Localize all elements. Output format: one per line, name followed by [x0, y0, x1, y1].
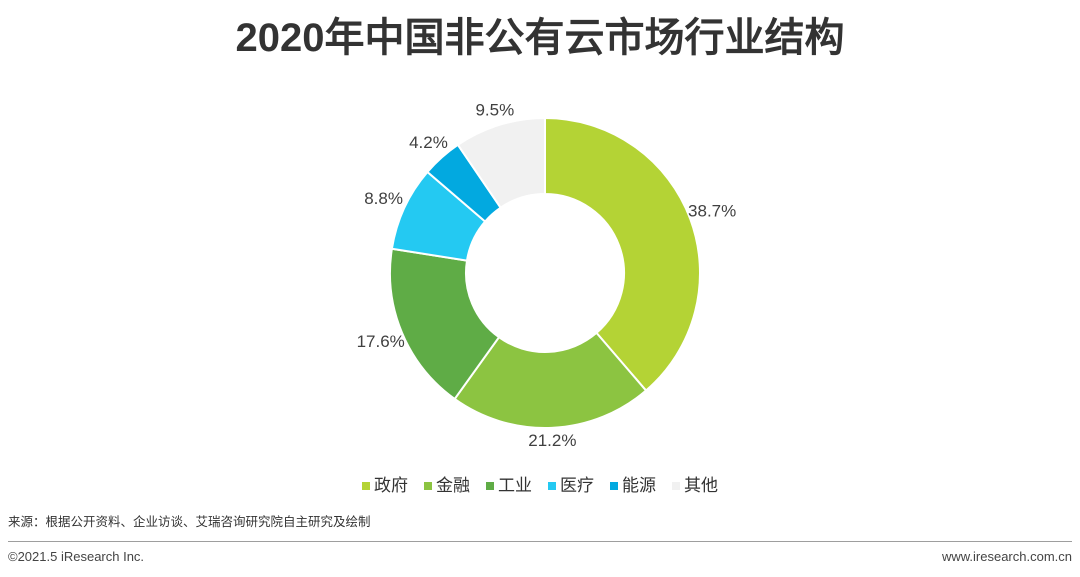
legend-marker-0 — [362, 482, 370, 490]
legend-label-3: 医疗 — [560, 476, 594, 495]
legend-label-1: 金融 — [436, 476, 470, 495]
donut-slice-0 — [544, 116, 701, 392]
data-label-1: 21.2% — [528, 431, 576, 450]
data-labels: 38.7% 21.2% 17.6% 8.8% 4.2% 9.5% — [357, 101, 737, 450]
legend-item-3: 医疗 — [548, 474, 594, 498]
chart-title: 2020年中国非公有云市场行业结构 — [235, 16, 845, 60]
data-label-0: 38.7% — [688, 202, 736, 221]
legend-marker-4 — [610, 482, 618, 490]
legend-item-2: 工业 — [486, 474, 532, 498]
legend-item-5: 其他 — [672, 474, 718, 498]
data-label-3: 8.8% — [364, 189, 403, 208]
legend-marker-2 — [486, 482, 494, 490]
legend-item-4: 能源 — [610, 474, 656, 498]
donut-slice-2 — [389, 247, 501, 401]
donut-slices — [389, 116, 701, 429]
legend-item-1: 金融 — [424, 474, 470, 498]
donut-chart: 38.7% 21.2% 17.6% 8.8% 4.2% 9.5% — [357, 101, 737, 450]
chart-legend: 政府 金融 工业 医疗 能源 其他 — [0, 474, 1080, 498]
data-label-4: 4.2% — [409, 133, 448, 152]
donut-slice-1 — [453, 331, 648, 429]
legend-label-2: 工业 — [498, 476, 532, 495]
legend-item-0: 政府 — [362, 474, 408, 498]
data-label-2: 17.6% — [357, 332, 405, 351]
data-label-5: 9.5% — [475, 101, 514, 120]
copyright-text: ©2021.5 iResearch Inc. — [8, 549, 145, 564]
legend-label-5: 其他 — [684, 476, 718, 495]
legend-label-4: 能源 — [622, 476, 656, 495]
legend-marker-3 — [548, 482, 556, 490]
legend-marker-5 — [672, 482, 680, 490]
donut-slice-5 — [456, 116, 546, 210]
legend-label-0: 政府 — [374, 476, 408, 495]
source-note: 来源：根据公开资料、企业访谈、艾瑞咨询研究院自主研究及绘制 — [8, 515, 371, 529]
legend-marker-1 — [424, 482, 432, 490]
website-url: www.iresearch.com.cn — [941, 549, 1072, 564]
footer-divider — [8, 541, 1072, 542]
